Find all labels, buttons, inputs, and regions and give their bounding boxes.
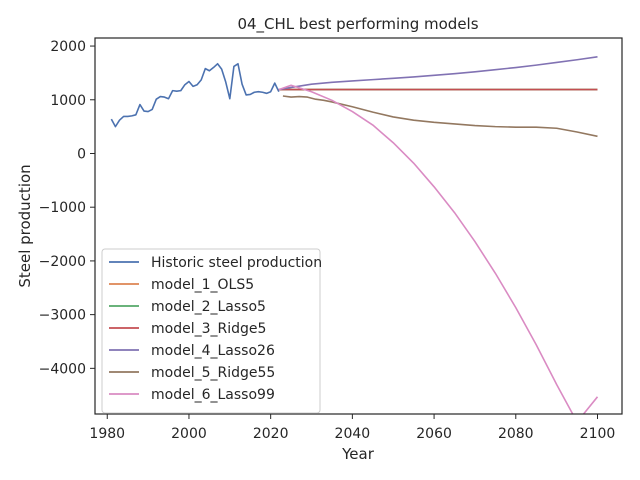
y-tick-label: 1000: [50, 93, 86, 109]
series-line-1: [110, 62, 280, 128]
plot-frame: [94, 37, 623, 415]
y-tick-label: −4000: [39, 361, 86, 377]
y-tick-label: −2000: [39, 254, 86, 270]
series-line-6: [282, 95, 598, 138]
x-tick-label: 2020: [253, 426, 289, 442]
series-line-7: [278, 84, 599, 414]
x-axis-title: Year: [341, 445, 375, 463]
legend-box: [101, 248, 321, 414]
x-tick-label: 1980: [89, 426, 125, 442]
y-tick-label: 0: [77, 146, 86, 162]
legend-label-6: model_5_Ridge55: [151, 365, 275, 381]
plot-series-group: [110, 56, 599, 414]
y-tick-label: 2000: [50, 39, 86, 55]
x-axis: 1980 2000 2020 2040 2060 2080 2100: [89, 414, 615, 442]
x-tick-label: 2040: [335, 426, 371, 442]
legend-label-3: model_2_Lasso5: [151, 299, 266, 315]
x-tick-label: 2000: [171, 426, 207, 442]
legend-label-7: model_6_Lasso99: [151, 387, 275, 403]
series-line-5: [278, 56, 598, 91]
legend-label-4: model_3_Ridge5: [151, 321, 266, 337]
y-tick-label: −3000: [39, 308, 86, 324]
y-axis-title: Steel production: [16, 164, 34, 287]
x-tick-label: 2060: [416, 426, 452, 442]
y-tick-label: −1000: [39, 200, 86, 216]
y-axis: 2000 1000 0 −1000 −2000 −3000 −4000: [39, 39, 95, 377]
legend-label-2: model_1_OLS5: [151, 277, 254, 293]
legend: Historic steel production model_1_OLS5mod…: [101, 248, 322, 414]
x-tick-label: 2080: [498, 426, 534, 442]
legend-label-1: Historic steel production: [151, 255, 322, 271]
x-tick-label: 2100: [580, 426, 616, 442]
legend-label-5: model_4_Lasso26: [151, 343, 275, 359]
chart-title: 04_CHL best performing models: [237, 15, 478, 34]
